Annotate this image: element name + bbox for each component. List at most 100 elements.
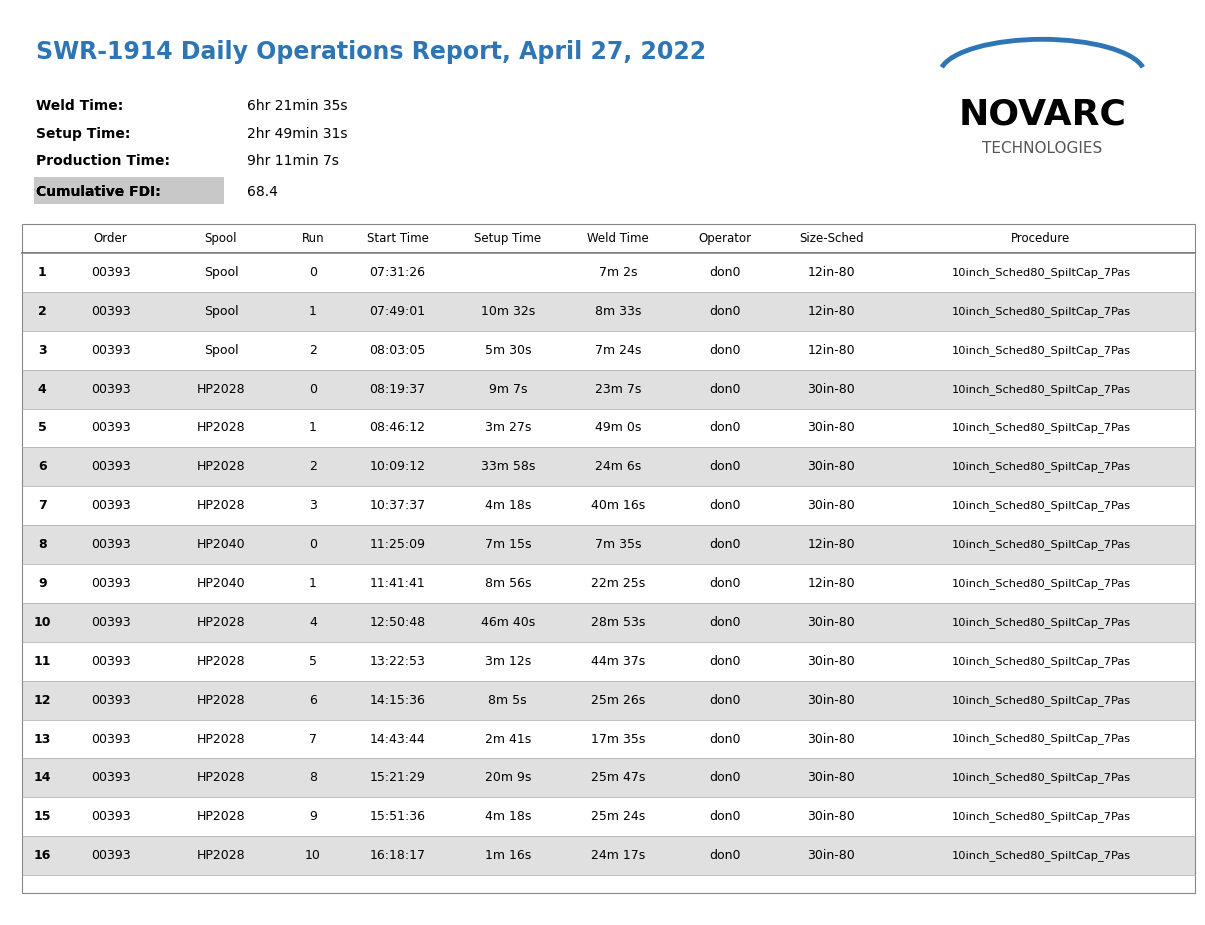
Text: 9hr 11min 7s: 9hr 11min 7s xyxy=(247,154,339,168)
FancyBboxPatch shape xyxy=(22,253,1195,292)
Text: 33m 58s: 33m 58s xyxy=(481,461,535,474)
Text: HP2028: HP2028 xyxy=(196,461,246,474)
Text: 22m 25s: 22m 25s xyxy=(590,577,645,590)
Text: Cumulative FDI:: Cumulative FDI: xyxy=(36,185,161,199)
FancyBboxPatch shape xyxy=(22,370,1195,409)
FancyBboxPatch shape xyxy=(22,564,1195,603)
Text: 0: 0 xyxy=(308,383,317,396)
Text: 00393: 00393 xyxy=(90,694,130,707)
Text: 30in-80: 30in-80 xyxy=(807,500,856,512)
Text: 11: 11 xyxy=(34,655,51,668)
Text: 25m 26s: 25m 26s xyxy=(590,694,645,707)
Text: HP2028: HP2028 xyxy=(196,383,246,396)
Text: 14: 14 xyxy=(34,771,51,784)
FancyBboxPatch shape xyxy=(22,448,1195,487)
Text: 5: 5 xyxy=(37,422,47,435)
Text: 3m 12s: 3m 12s xyxy=(484,655,531,668)
Text: don0: don0 xyxy=(709,849,740,862)
Text: HP2028: HP2028 xyxy=(196,771,246,784)
Text: don0: don0 xyxy=(709,655,740,668)
Text: 13: 13 xyxy=(34,733,51,746)
Text: 10inch_Sched80_SpiltCap_7Pas: 10inch_Sched80_SpiltCap_7Pas xyxy=(952,384,1130,395)
Text: 10m 32s: 10m 32s xyxy=(481,305,535,318)
Text: 7: 7 xyxy=(37,500,47,512)
Text: Procedure: Procedure xyxy=(1011,232,1070,245)
Text: 10inch_Sched80_SpiltCap_7Pas: 10inch_Sched80_SpiltCap_7Pas xyxy=(952,811,1130,822)
Text: HP2028: HP2028 xyxy=(196,810,246,823)
Text: HP2028: HP2028 xyxy=(196,422,246,435)
Text: 4m 18s: 4m 18s xyxy=(484,810,531,823)
Text: 2: 2 xyxy=(308,344,317,357)
Text: 10inch_Sched80_SpiltCap_7Pas: 10inch_Sched80_SpiltCap_7Pas xyxy=(952,539,1130,550)
Text: 1: 1 xyxy=(37,266,47,279)
Text: 11:25:09: 11:25:09 xyxy=(370,538,425,551)
Text: 17m 35s: 17m 35s xyxy=(590,733,645,746)
Text: 1: 1 xyxy=(308,422,317,435)
Text: Spool: Spool xyxy=(205,232,237,245)
Text: 00393: 00393 xyxy=(90,344,130,357)
FancyBboxPatch shape xyxy=(22,836,1195,875)
Text: 2: 2 xyxy=(37,305,47,318)
FancyBboxPatch shape xyxy=(22,409,1195,448)
FancyBboxPatch shape xyxy=(22,487,1195,525)
Text: 1m 16s: 1m 16s xyxy=(484,849,531,862)
Text: 30in-80: 30in-80 xyxy=(807,383,856,396)
Text: 12in-80: 12in-80 xyxy=(807,305,856,318)
Text: 25m 24s: 25m 24s xyxy=(590,810,645,823)
Text: 30in-80: 30in-80 xyxy=(807,733,856,746)
Text: 7m 35s: 7m 35s xyxy=(595,538,641,551)
Text: don0: don0 xyxy=(709,266,740,279)
Text: 10: 10 xyxy=(34,616,51,629)
Text: 30in-80: 30in-80 xyxy=(807,461,856,474)
Text: don0: don0 xyxy=(709,305,740,318)
Text: 14:43:44: 14:43:44 xyxy=(370,733,425,746)
Text: Order: Order xyxy=(94,232,128,245)
FancyBboxPatch shape xyxy=(22,331,1195,370)
Text: 5: 5 xyxy=(308,655,317,668)
Text: 15: 15 xyxy=(34,810,51,823)
Text: Operator: Operator xyxy=(698,232,751,245)
Text: don0: don0 xyxy=(709,577,740,590)
Text: don0: don0 xyxy=(709,771,740,784)
Text: 30in-80: 30in-80 xyxy=(807,655,856,668)
Text: 15:21:29: 15:21:29 xyxy=(370,771,425,784)
Text: 8m 5s: 8m 5s xyxy=(488,694,527,707)
Text: 25m 47s: 25m 47s xyxy=(590,771,645,784)
Text: Production Time:: Production Time: xyxy=(36,154,170,168)
Text: 30in-80: 30in-80 xyxy=(807,810,856,823)
Text: 0: 0 xyxy=(308,266,317,279)
Text: 00393: 00393 xyxy=(90,733,130,746)
Text: 14:15:36: 14:15:36 xyxy=(370,694,425,707)
Text: HP2028: HP2028 xyxy=(196,733,246,746)
Text: 10inch_Sched80_SpiltCap_7Pas: 10inch_Sched80_SpiltCap_7Pas xyxy=(952,850,1130,861)
Text: 10inch_Sched80_SpiltCap_7Pas: 10inch_Sched80_SpiltCap_7Pas xyxy=(952,423,1130,434)
Text: Spool: Spool xyxy=(204,266,239,279)
Text: 10inch_Sched80_SpiltCap_7Pas: 10inch_Sched80_SpiltCap_7Pas xyxy=(952,267,1130,278)
Text: 00393: 00393 xyxy=(90,383,130,396)
Text: 3: 3 xyxy=(39,344,47,357)
Text: Spool: Spool xyxy=(204,305,239,318)
Text: 00393: 00393 xyxy=(90,577,130,590)
Text: 49m 0s: 49m 0s xyxy=(595,422,641,435)
Text: 00393: 00393 xyxy=(90,266,130,279)
Text: 00393: 00393 xyxy=(90,305,130,318)
FancyBboxPatch shape xyxy=(22,603,1195,642)
Text: 00393: 00393 xyxy=(90,849,130,862)
Text: 12in-80: 12in-80 xyxy=(807,266,856,279)
Text: 30in-80: 30in-80 xyxy=(807,422,856,435)
FancyBboxPatch shape xyxy=(22,642,1195,681)
Text: 30in-80: 30in-80 xyxy=(807,771,856,784)
Text: 10inch_Sched80_SpiltCap_7Pas: 10inch_Sched80_SpiltCap_7Pas xyxy=(952,617,1130,628)
Text: 44m 37s: 44m 37s xyxy=(590,655,645,668)
Text: 3m 27s: 3m 27s xyxy=(484,422,531,435)
Text: 5m 30s: 5m 30s xyxy=(484,344,531,357)
Text: HP2028: HP2028 xyxy=(196,500,246,512)
Text: 00393: 00393 xyxy=(90,771,130,784)
Text: Setup Time: Setup Time xyxy=(475,232,541,245)
Text: HP2040: HP2040 xyxy=(196,538,246,551)
Text: 20m 9s: 20m 9s xyxy=(484,771,531,784)
Text: Size-Sched: Size-Sched xyxy=(799,232,864,245)
Text: HP2028: HP2028 xyxy=(196,694,246,707)
Text: 08:03:05: 08:03:05 xyxy=(369,344,425,357)
Text: 30in-80: 30in-80 xyxy=(807,616,856,629)
